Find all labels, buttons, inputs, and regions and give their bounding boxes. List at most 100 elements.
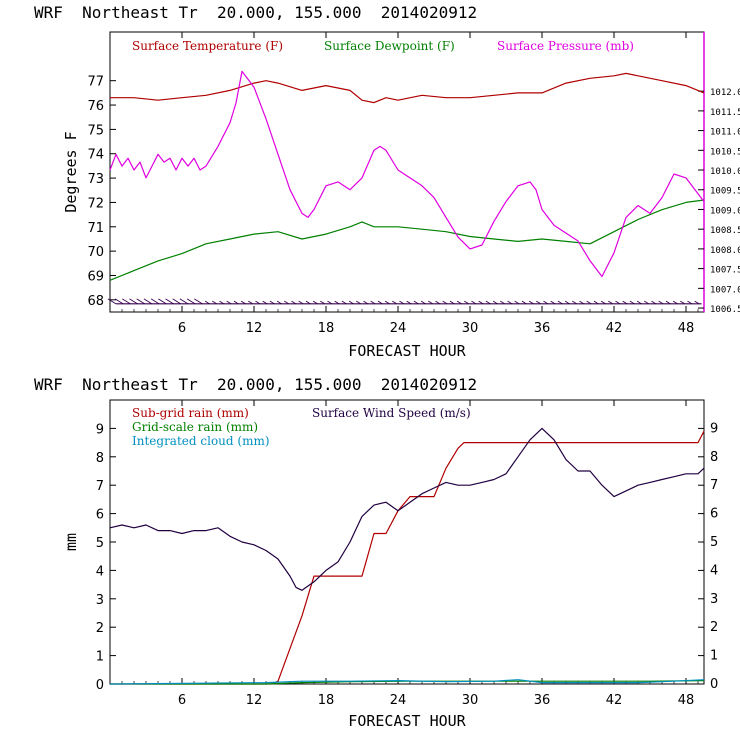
wind-barb xyxy=(557,300,563,305)
wind-barb xyxy=(449,300,455,305)
integrated-cloud-mm-line xyxy=(109,679,705,685)
x-tick-label: 36 xyxy=(534,321,551,336)
legend-integrated-cloud: Integrated cloud (mm) xyxy=(132,434,270,448)
chart1-wind-barbs xyxy=(107,298,702,305)
x-tick-label: 6 xyxy=(178,321,186,336)
wind-barb xyxy=(107,298,117,305)
wind-barb xyxy=(658,300,664,305)
y-tick-label: 6 xyxy=(96,508,104,523)
wind-barb xyxy=(665,300,671,305)
wind-barb xyxy=(150,298,160,305)
chart2-y2-ticks: 0 1 2 3 4 5 6 7 8 9 xyxy=(698,421,718,692)
x-tick-label: 42 xyxy=(606,321,623,336)
precipitation-chart: WRF Northeast Tr 20.000, 155.000 2014020… xyxy=(34,375,718,730)
wind-barb xyxy=(492,300,498,305)
chart1-xlabel: FORECAST HOUR xyxy=(348,342,466,360)
y2-tick-label: 1 xyxy=(710,649,718,664)
y-tick-label: 73 xyxy=(87,172,104,187)
y2-tick-label: 4 xyxy=(710,563,718,578)
chart2-series xyxy=(109,427,705,685)
y2-tick-label: 1009.5 xyxy=(710,187,740,197)
wind-barb xyxy=(341,300,347,305)
wind-barb xyxy=(320,300,326,305)
wind-barb xyxy=(136,298,146,305)
legend-surface-pressure: Surface Pressure (mb) xyxy=(497,39,634,53)
wind-barb xyxy=(442,300,448,305)
y-tick-label: 71 xyxy=(87,221,104,236)
y2-tick-label: 8 xyxy=(710,450,718,465)
y2-tick-label: 9 xyxy=(710,421,718,436)
wind-barb xyxy=(158,298,167,305)
y2-tick-label: 1011.5 xyxy=(710,108,740,118)
wind-barb xyxy=(644,300,650,305)
x-tick-label: 30 xyxy=(462,693,479,708)
wind-barb xyxy=(219,300,225,305)
x-tick-label: 48 xyxy=(678,321,695,336)
chart1-x-ticks: 6 12 18 24 30 36 42 48 xyxy=(121,32,699,336)
wind-barb xyxy=(399,300,405,305)
y-tick-label: 77 xyxy=(87,75,104,90)
chart2-xlabel: FORECAST HOUR xyxy=(348,712,466,730)
y2-tick-label: 1008.0 xyxy=(710,246,740,256)
y2-tick-label: 5 xyxy=(710,535,718,550)
surface-pressure-mb-line xyxy=(109,70,705,278)
wind-barb xyxy=(600,300,606,305)
y2-tick-label: 2 xyxy=(710,620,718,635)
x-tick-label: 18 xyxy=(318,321,335,336)
wind-barb xyxy=(543,300,549,305)
y2-tick-label: 1010.0 xyxy=(710,167,740,177)
wind-barb xyxy=(356,300,362,305)
wind-barb xyxy=(629,300,635,305)
wind-barb xyxy=(514,300,520,305)
y-tick-label: 5 xyxy=(96,536,104,551)
y2-tick-label: 3 xyxy=(710,592,718,607)
wind-barb xyxy=(392,300,398,305)
wind-barb xyxy=(327,300,333,305)
chart1-series xyxy=(109,70,705,281)
wind-barb xyxy=(550,300,556,305)
wind-barb xyxy=(129,298,138,305)
wind-barb xyxy=(687,300,693,305)
x-tick-label: 36 xyxy=(534,693,551,708)
legend-surface-dewpoint: Surface Dewpoint (F) xyxy=(324,39,455,53)
chart2-ylabel: mm xyxy=(62,533,80,551)
y-tick-label: 76 xyxy=(87,99,104,114)
wind-barb xyxy=(528,300,534,305)
wind-barb xyxy=(572,300,578,305)
wind-barb xyxy=(276,300,282,305)
y-tick-label: 3 xyxy=(96,593,104,608)
wind-barb xyxy=(485,300,491,305)
wind-barb xyxy=(478,300,484,305)
wind-barb xyxy=(564,300,570,305)
chart1-title: WRF Northeast Tr 20.000, 155.000 2014020… xyxy=(34,3,477,22)
x-tick-label: 18 xyxy=(318,693,335,708)
wind-barb xyxy=(122,298,131,305)
chart2-y-ticks: 0 1 2 3 4 5 6 7 8 9 xyxy=(96,422,116,693)
wind-barb xyxy=(586,300,592,305)
x-tick-label: 30 xyxy=(462,321,479,336)
wind-barb xyxy=(284,300,290,305)
wind-barb xyxy=(413,300,419,305)
wind-barb xyxy=(363,300,369,305)
chart2-x-ticks: 6 12 18 24 30 36 42 48 xyxy=(121,400,699,708)
y-tick-label: 70 xyxy=(87,245,104,260)
y2-tick-label: 1008.5 xyxy=(710,226,740,236)
surface-wind-speed-m-s-line xyxy=(109,427,705,591)
wind-barb xyxy=(165,298,174,305)
wind-barb xyxy=(262,300,268,305)
wind-barb xyxy=(651,300,657,305)
wind-barb xyxy=(471,300,477,305)
y-tick-label: 1 xyxy=(96,650,104,665)
wind-barb xyxy=(194,298,203,305)
wind-barb xyxy=(536,300,542,305)
y-tick-label: 2 xyxy=(96,621,104,636)
wind-barb xyxy=(636,300,642,305)
x-tick-label: 48 xyxy=(678,693,695,708)
wind-barb xyxy=(456,300,462,305)
wind-barb xyxy=(226,300,232,305)
y-tick-label: 4 xyxy=(96,564,104,579)
x-tick-label: 12 xyxy=(246,321,263,336)
wind-barb xyxy=(428,300,434,305)
legend-sub-grid-rain: Sub-grid rain (mm) xyxy=(132,406,249,420)
